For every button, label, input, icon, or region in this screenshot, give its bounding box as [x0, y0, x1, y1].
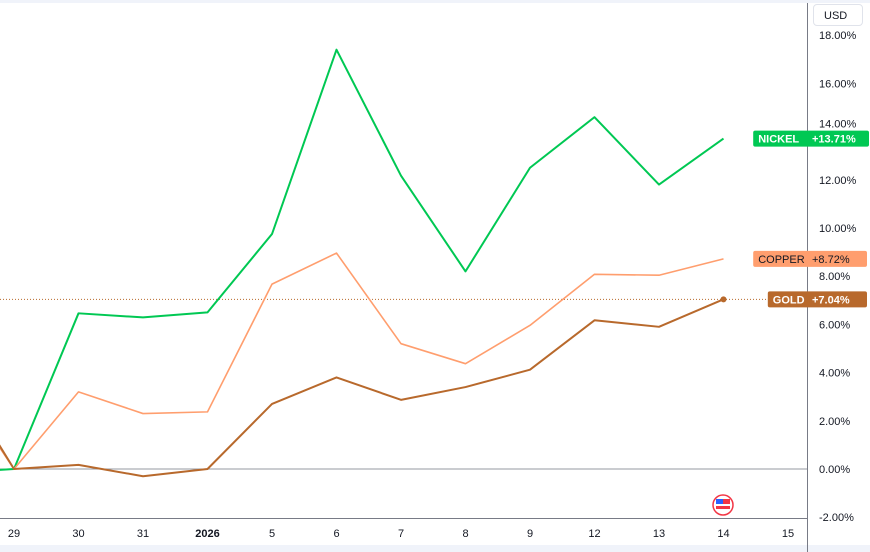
currency-button[interactable]: USD	[813, 4, 863, 26]
x-tick-label: 2026	[195, 528, 219, 540]
x-tick-label: 29	[8, 528, 20, 540]
series-label-nickel	[753, 130, 869, 147]
x-tick-label: 31	[137, 528, 149, 540]
y-tick-label: 12.00%	[819, 175, 857, 187]
y-tick-label: 6.00%	[819, 319, 850, 331]
y-tick-label: 18.00%	[819, 30, 857, 42]
series-name-label: COPPER	[758, 254, 805, 266]
series-change-label: +13.71%	[812, 134, 856, 146]
x-tick-label: 7	[398, 528, 404, 540]
y-tick-label: -2.00%	[819, 512, 854, 524]
x-tick-label: 6	[333, 528, 339, 540]
y-tick-label: 8.00%	[819, 271, 850, 283]
y-tick-label: 16.00%	[819, 78, 857, 90]
series-change-label: +8.72%	[812, 254, 850, 266]
y-tick-label: 0.00%	[819, 464, 850, 476]
x-tick-label: 5	[269, 528, 275, 540]
series-line-copper[interactable]	[0, 252, 724, 470]
series-name-label: GOLD	[773, 294, 805, 306]
x-tick-label: 12	[588, 528, 600, 540]
x-tick-label: 15	[782, 528, 794, 540]
top-strip	[0, 0, 870, 3]
y-tick-label: 14.00%	[819, 119, 857, 131]
x-tick-label: 8	[462, 528, 468, 540]
series-name-label: NICKEL	[758, 134, 799, 146]
y-axis-labels: -2.00% 0.00% 2.00% 4.00% 6.00% 8.00% 10.00% 12.…	[819, 30, 857, 524]
y-tick-label: 2.00%	[819, 416, 850, 428]
series-line-nickel[interactable]	[0, 48, 725, 471]
x-tick-label: 14	[717, 528, 729, 540]
us-event-flag-icon	[712, 494, 734, 516]
gold-last-point	[720, 296, 727, 303]
series-group	[0, 48, 725, 478]
bottom-strip	[0, 545, 870, 552]
y-tick-label: 4.00%	[819, 368, 850, 380]
series-label-copper	[753, 250, 867, 267]
flag-canton	[716, 499, 723, 504]
x-tick-label: 13	[653, 528, 665, 540]
y-tick-label: 10.00%	[819, 223, 857, 235]
x-tick-label: 9	[527, 528, 533, 540]
x-tick-label: 30	[72, 528, 84, 540]
flag-white-stripe	[716, 504, 730, 506]
series-label-gold	[767, 291, 867, 308]
series-change-label: +7.04%	[812, 294, 850, 306]
series-line-gold[interactable]	[0, 298, 724, 478]
